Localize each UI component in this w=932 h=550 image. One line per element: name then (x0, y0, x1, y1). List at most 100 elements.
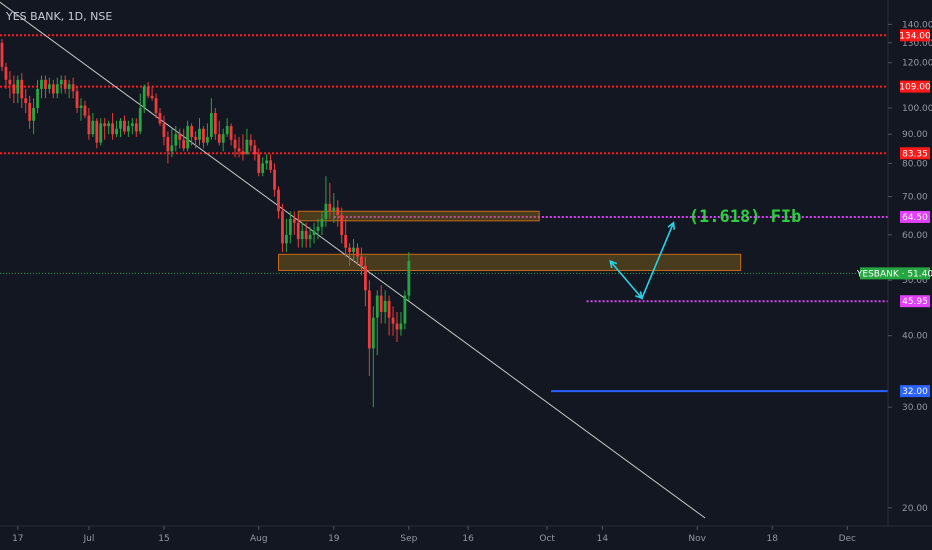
y-tick-label: 90.00 (902, 130, 928, 140)
candle-body (99, 123, 103, 143)
candle-body (40, 79, 43, 89)
candle-body (292, 218, 296, 223)
candle-body (316, 226, 320, 231)
x-tick-label: 15 (158, 534, 169, 544)
candle-body (221, 134, 225, 143)
x-tick-label: Oct (539, 534, 555, 544)
candle-body (348, 247, 351, 253)
candle-body (59, 79, 63, 85)
candle-body (28, 103, 32, 121)
candle-body (209, 113, 213, 137)
candle-body (395, 323, 399, 330)
candle-body (95, 120, 99, 143)
level-tag-64-50 (900, 210, 930, 223)
candle-body (288, 218, 292, 235)
candle-body (261, 163, 265, 173)
candle-body (273, 169, 276, 190)
candle-body (229, 126, 233, 140)
candle-body (312, 230, 316, 235)
candle-body (130, 123, 134, 127)
candle-body (4, 66, 8, 80)
candle-body (296, 222, 300, 240)
candle-body (170, 145, 174, 152)
level-tag-text: 109.00 (899, 83, 931, 93)
candle-body (344, 234, 348, 248)
x-tick-label: 14 (597, 534, 609, 544)
candle-body (79, 105, 83, 109)
x-tick-label: 17 (12, 534, 23, 544)
candle-body (174, 134, 178, 146)
candle-body (391, 317, 395, 324)
candle-body (142, 86, 146, 109)
candle-body (245, 139, 249, 155)
candle-body (375, 295, 379, 318)
candle-body (48, 84, 51, 89)
candle-body (63, 79, 67, 89)
candle-body (403, 295, 407, 324)
candle-body (8, 79, 12, 85)
y-tick-label: 120.00 (902, 59, 932, 69)
x-tick-label: 19 (328, 534, 340, 544)
y-tick-label: 40.00 (902, 332, 928, 342)
candle-body (304, 230, 308, 240)
candle-body (367, 290, 371, 349)
candle-body (55, 84, 59, 94)
candle-body (336, 207, 340, 216)
candle-body (87, 115, 91, 135)
candle-body (387, 300, 391, 318)
candle-body (103, 123, 107, 127)
candle-body (320, 218, 324, 227)
level-tag-45-95 (900, 295, 930, 308)
level-tag-109-00 (900, 80, 930, 93)
candle-body (146, 86, 150, 96)
candle-body (285, 234, 288, 244)
candle-body (83, 105, 87, 116)
level-tag-32-00 (900, 385, 930, 398)
y-tick-label: 80.00 (902, 159, 928, 169)
x-tick-label: 18 (767, 534, 779, 544)
x-tick-label: Sep (400, 534, 417, 544)
candle-body (127, 126, 130, 132)
candle-body (253, 145, 257, 155)
x-tick-label: Aug (250, 534, 268, 544)
candle-body (32, 108, 35, 121)
candle-body (44, 79, 47, 89)
candle-body (277, 189, 280, 212)
y-tick-label: 140.00 (902, 20, 932, 30)
x-tick-label: Jul (82, 534, 94, 544)
candle-body (364, 265, 367, 291)
zone-0 (297, 210, 540, 222)
candle-body (300, 230, 304, 240)
candle-body (328, 203, 332, 212)
candle-body (379, 295, 383, 312)
candle-body (383, 300, 387, 312)
level-tag-text: 45.95 (902, 297, 928, 307)
candle-body (51, 84, 55, 94)
candle-body (356, 247, 359, 257)
candle-body (360, 256, 363, 266)
candle-body (225, 126, 229, 135)
candle-body (134, 123, 138, 132)
level-tag-text: 134.00 (899, 31, 931, 41)
candle-body (24, 98, 28, 104)
y-tick-label: 20.00 (902, 504, 928, 514)
candle-body (111, 123, 114, 135)
candle-body (158, 113, 162, 124)
candle-body (241, 151, 245, 155)
candle-body (190, 126, 193, 137)
candle-body (182, 139, 186, 149)
level-tag-134-00 (900, 29, 930, 42)
candle-body (71, 84, 75, 92)
candle-body (249, 139, 253, 146)
y-tick-label: 60.00 (902, 231, 928, 241)
projection-arrowhead-end (667, 221, 676, 230)
candle-body (194, 136, 197, 140)
projection-arrowhead-mid (635, 291, 643, 300)
candle-body (371, 317, 375, 349)
candle-body (202, 128, 205, 143)
candle-body (308, 234, 312, 240)
candle-body (233, 139, 237, 149)
current-price-tag (860, 267, 930, 280)
candle-body (178, 134, 182, 140)
